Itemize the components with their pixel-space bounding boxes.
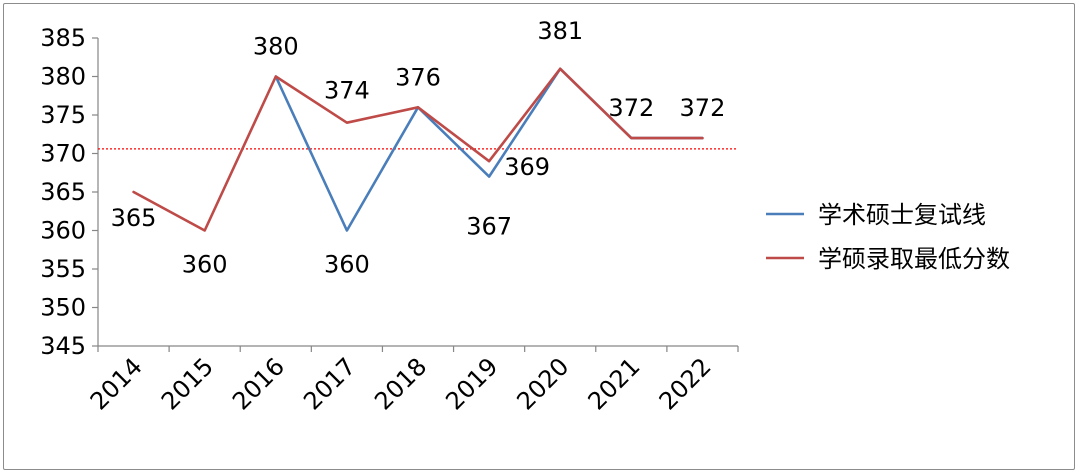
axes <box>92 37 739 352</box>
legend-label-1: 学术硕士复试线 <box>818 201 986 229</box>
x-tick-label: 2019 <box>440 352 503 415</box>
chart-frame <box>3 3 1075 470</box>
x-tick-label: 2016 <box>227 352 290 415</box>
series-line-2 <box>132 67 704 232</box>
y-tick-label: 370 <box>40 140 86 168</box>
data-labels: 365 360 380 374 360 376 369 367 381 372 372 <box>111 17 726 279</box>
series-lines <box>132 67 704 232</box>
y-tick-label: 375 <box>40 101 86 129</box>
y-tick-labels: 345 350 355 360 365 370 375 380 385 <box>40 24 86 360</box>
legend-label-2: 学硕录取最低分数 <box>818 245 1010 273</box>
x-tick-label: 2015 <box>156 352 219 415</box>
y-tick-label: 380 <box>40 63 86 91</box>
data-label: 372 <box>608 94 654 122</box>
y-tick-label: 365 <box>40 178 86 206</box>
data-label: 372 <box>680 94 726 122</box>
data-label: 365 <box>111 204 157 232</box>
data-label: 376 <box>395 63 441 91</box>
data-label: 381 <box>537 17 583 45</box>
x-tick-label: 2017 <box>298 352 361 415</box>
y-tick-label: 385 <box>40 24 86 52</box>
x-tick-labels: 2014 2015 2016 2017 2018 2019 2020 2021 2022 <box>85 352 717 415</box>
data-label: 369 <box>504 153 550 181</box>
x-tick-label: 2020 <box>511 352 574 415</box>
y-tick-label: 355 <box>40 255 86 283</box>
x-tick-label: 2018 <box>369 352 432 415</box>
x-tick-label: 2022 <box>654 352 717 415</box>
y-tick-label: 360 <box>40 217 86 245</box>
x-tick-label: 2021 <box>583 352 646 415</box>
data-label: 360 <box>324 251 370 279</box>
data-label: 380 <box>253 33 299 61</box>
x-tick-label: 2014 <box>85 352 148 415</box>
data-label: 360 <box>182 251 228 279</box>
data-label: 374 <box>324 77 370 105</box>
y-tick-label: 350 <box>40 294 86 322</box>
data-label: 367 <box>466 213 512 241</box>
y-tick-label: 345 <box>40 332 86 360</box>
